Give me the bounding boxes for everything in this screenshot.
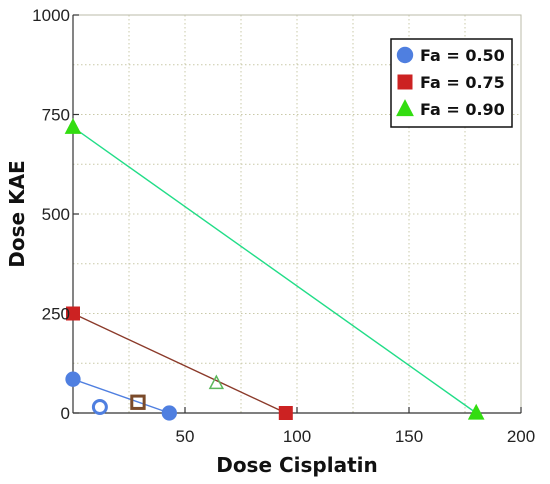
combination-point <box>91 399 108 416</box>
data-markers <box>64 117 485 421</box>
x-tick-label: 100 <box>283 427 311 446</box>
x-tick-label: 200 <box>507 427 535 446</box>
combination-point <box>130 394 146 410</box>
y-tick-label: 250 <box>42 305 70 324</box>
isobole-line <box>72 126 477 414</box>
y-tick-label: 500 <box>42 205 70 224</box>
x-tick-label: 50 <box>176 427 195 446</box>
legend-label: Fa = 0.75 <box>420 73 505 92</box>
single-drug-point <box>467 403 485 420</box>
y-axis-label: Dose KAE <box>5 160 29 267</box>
single-drug-point <box>64 117 82 134</box>
single-drug-point <box>65 371 81 387</box>
legend-marker <box>396 99 414 117</box>
single-drug-point <box>161 405 177 421</box>
isobole-line <box>72 378 170 414</box>
tick-labels: 50 100 150 200 0 250 500 750 1000 <box>32 6 535 446</box>
isobole-lines <box>72 126 477 414</box>
y-tick-label: 1000 <box>32 6 70 25</box>
legend-label: Fa = 0.50 <box>420 46 505 65</box>
single-drug-point <box>278 406 293 420</box>
y-tick-label: 750 <box>42 106 70 125</box>
combination-point <box>208 374 225 390</box>
isobole-line <box>72 312 287 414</box>
x-tick-label: 150 <box>395 427 423 446</box>
single-drug-point <box>66 306 80 321</box>
legend-marker <box>397 74 413 90</box>
x-axis-label: Dose Cisplatin <box>216 453 378 477</box>
y-tick-label: 0 <box>61 404 70 423</box>
legend-label: Fa = 0.90 <box>420 100 505 119</box>
legend-marker <box>396 46 414 64</box>
legend: Fa = 0.50 Fa = 0.75 Fa = 0.90 <box>390 38 513 128</box>
